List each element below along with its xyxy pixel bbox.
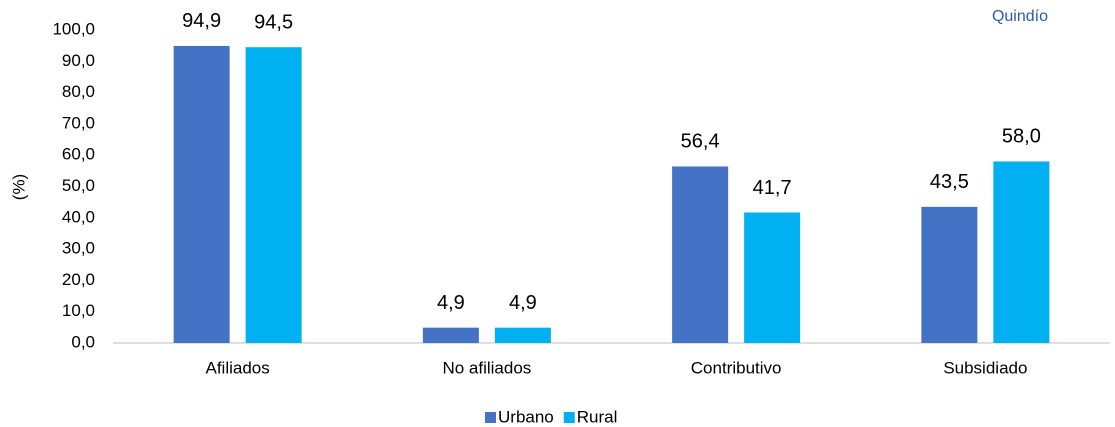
- legend-swatch: [485, 412, 496, 423]
- bar: [173, 45, 230, 343]
- value-label: 58,0: [1002, 126, 1041, 148]
- y-tick-label: 90,0: [62, 51, 95, 70]
- y-tick-label: 70,0: [62, 113, 95, 132]
- value-label: 94,5: [254, 11, 293, 33]
- x-tick-label: Afiliados: [205, 358, 269, 377]
- legend-label: Urbano: [498, 407, 554, 426]
- legend-swatch: [563, 412, 575, 423]
- y-tick-label: 100,0: [52, 19, 95, 38]
- y-tick-label: 0,0: [71, 332, 95, 351]
- bar: [422, 327, 479, 343]
- y-tick-label: 50,0: [62, 176, 95, 195]
- bar: [993, 161, 1050, 343]
- x-tick-label: No afiliados: [442, 358, 531, 377]
- legend-label: Rural: [577, 407, 618, 426]
- y-axis-label: (%): [9, 174, 28, 200]
- y-tick-label: 40,0: [62, 207, 95, 226]
- y-tick-label: 80,0: [62, 82, 95, 101]
- y-tick-label: 30,0: [62, 239, 95, 258]
- value-label: 4,9: [437, 292, 465, 314]
- value-label: 94,9: [182, 10, 221, 32]
- x-tick-label: Subsidiado: [943, 358, 1027, 377]
- bar: [245, 47, 302, 344]
- y-tick-label: 10,0: [62, 301, 95, 320]
- value-label: 43,5: [930, 171, 969, 193]
- bar: [744, 212, 801, 343]
- y-tick-label: 60,0: [62, 145, 95, 164]
- y-tick-label: 20,0: [62, 270, 95, 289]
- annotation: Quindío: [992, 8, 1048, 25]
- value-label: 4,9: [509, 292, 537, 314]
- x-tick-label: Contributivo: [691, 358, 782, 377]
- value-label: 56,4: [681, 131, 720, 153]
- bar: [672, 166, 729, 343]
- bar: [494, 327, 551, 343]
- bar: [921, 206, 978, 343]
- value-label: 41,7: [753, 177, 792, 199]
